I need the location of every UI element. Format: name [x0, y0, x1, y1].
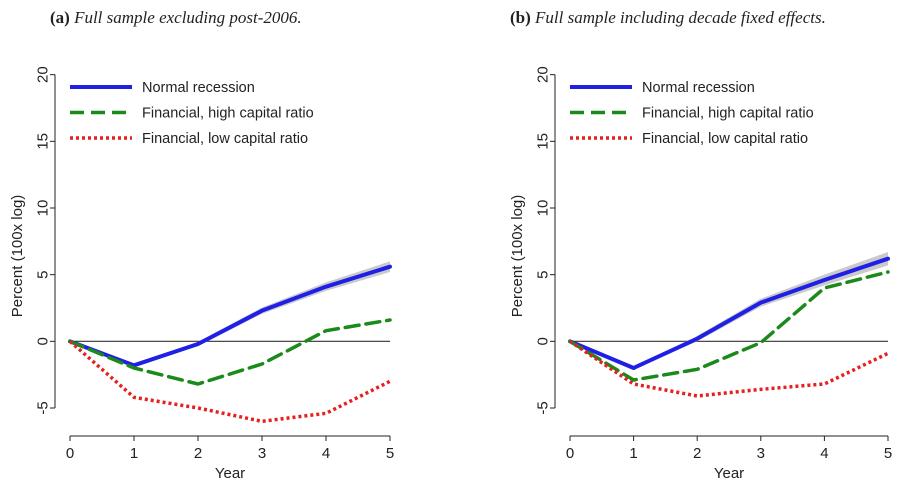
- chart-a-y-tick-label: 10: [35, 200, 52, 217]
- chart-a-legend-label: Financial, low capital ratio: [142, 131, 308, 147]
- chart-b-x-tick-label: 2: [693, 445, 701, 462]
- chart-b-x-tick-label: 3: [757, 445, 765, 462]
- chart-a-legend-label: Financial, high capital ratio: [142, 106, 314, 122]
- panel-a-title-text: Full sample excluding post-2006.: [74, 8, 302, 27]
- chart-b-x-axis-title: Year: [714, 465, 744, 482]
- chart-b-series-solid: [568, 256, 890, 370]
- chart-a-x-axis-title: Year: [215, 465, 245, 482]
- chart-a-y-tick-label: 15: [35, 133, 52, 150]
- chart-a-x-tick-label: 3: [258, 445, 266, 462]
- chart-a-y-tick-label: 0: [35, 337, 52, 345]
- chart-b-x-tick-label: 1: [629, 445, 637, 462]
- chart-b-y-tick-label: 15: [535, 133, 552, 150]
- panel-a-title: (a) Full sample excluding post-2006.: [50, 8, 302, 28]
- chart-a-x-tick-label: 4: [322, 445, 330, 462]
- chart-b-y-tick-label: -5: [535, 401, 552, 414]
- panel-b-title-text: Full sample including decade fixed effec…: [535, 8, 826, 27]
- chart-a-series-solid: [68, 264, 392, 368]
- chart-a-legend-label: Normal recession: [142, 80, 255, 96]
- chart-b-series-dashed: [568, 270, 890, 382]
- chart-b-y-tick-label: 0: [535, 337, 552, 345]
- chart-a-confidence-band: [70, 261, 390, 367]
- chart-a-x-tick-label: 5: [386, 445, 394, 462]
- chart-b-y-tick-label: 20: [535, 66, 552, 83]
- chart-b-x-tick-label: 4: [820, 445, 828, 462]
- chart-b-y-axis-title: Percent (100x log): [509, 195, 526, 318]
- chart-b-y-tick-label: 10: [535, 200, 552, 217]
- chart-a-y-tick-label: -5: [35, 401, 52, 414]
- chart-b-legend-label: Normal recession: [642, 80, 755, 96]
- panel-a-label: (a): [50, 8, 70, 27]
- chart-b-confidence-band: [570, 252, 888, 370]
- chart-a-series-dotted: [68, 340, 391, 424]
- chart-b-x-tick-label: 0: [566, 445, 574, 462]
- chart-a-x-tick-label: 2: [194, 445, 202, 462]
- chart-a-x-tick-label: 0: [66, 445, 74, 462]
- panel-b-title: (b) Full sample including decade fixed e…: [510, 8, 826, 28]
- chart-a-y-tick-label: 5: [35, 270, 52, 278]
- chart-b-x-tick-label: 5: [884, 445, 892, 462]
- chart-a-y-tick-label: 20: [35, 66, 52, 83]
- chart-a-x-tick-label: 1: [130, 445, 138, 462]
- chart-b-legend-label: Financial, high capital ratio: [642, 106, 814, 122]
- panel-b-label: (b): [510, 8, 531, 27]
- chart-a-y-axis-title: Percent (100x log): [9, 195, 26, 318]
- chart-b-legend-label: Financial, low capital ratio: [642, 131, 808, 147]
- chart-b-y-tick-label: 5: [535, 270, 552, 278]
- chart-a-series-dashed: [68, 318, 392, 386]
